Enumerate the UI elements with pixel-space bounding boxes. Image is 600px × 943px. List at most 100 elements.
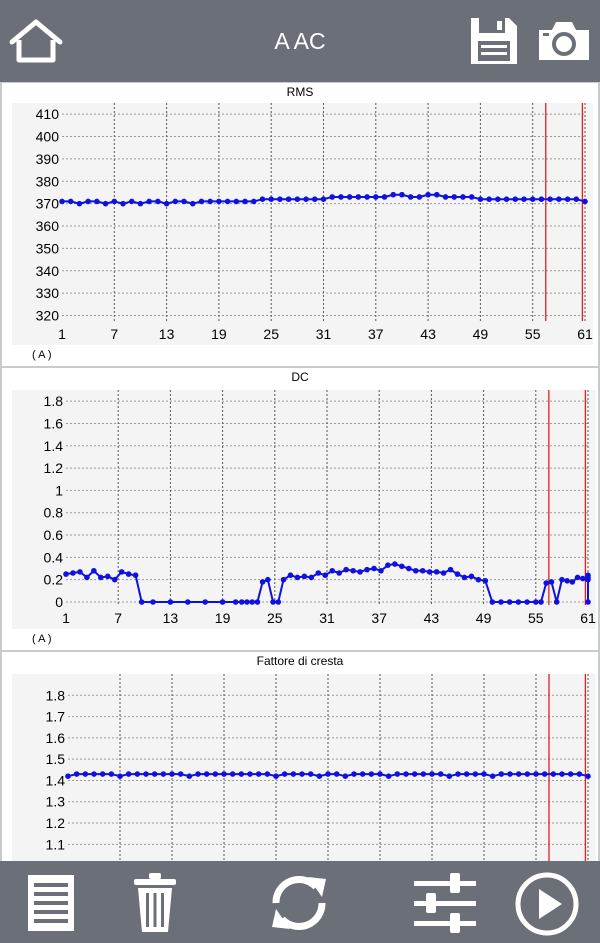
data-point [350, 567, 356, 574]
data-point [125, 571, 132, 577]
data-point [120, 200, 126, 207]
data-point [515, 771, 522, 777]
data-point [290, 771, 297, 777]
data-point [67, 198, 74, 205]
settings-sliders-button[interactable] [412, 871, 478, 935]
data-point [420, 771, 427, 777]
data-point [203, 771, 210, 777]
data-point [385, 773, 392, 779]
y-tick-label: 1 [57, 858, 65, 861]
data-point [316, 773, 323, 779]
data-point [242, 198, 248, 205]
data-point [576, 771, 583, 777]
data-point [59, 198, 65, 205]
data-point [495, 196, 501, 202]
x-tick-label: 55 [525, 326, 541, 342]
data-point [308, 574, 315, 581]
data-point [238, 771, 245, 777]
y-tick-label: 360 [36, 218, 60, 234]
data-point [264, 771, 271, 777]
data-point [134, 771, 141, 777]
y-tick-label: 340 [36, 263, 60, 279]
list-icon [28, 875, 74, 931]
data-point [249, 599, 255, 605]
data-point [111, 576, 118, 583]
data-point [160, 771, 167, 777]
data-point [91, 567, 97, 574]
data-point [73, 771, 80, 777]
data-point [265, 576, 271, 583]
y-tick-label: 1.4 [44, 438, 64, 454]
data-point [137, 200, 144, 207]
data-point [582, 198, 588, 205]
data-point [524, 599, 530, 605]
y-tick-label: 1.8 [46, 687, 66, 703]
data-point [385, 562, 391, 568]
save-button[interactable] [468, 15, 520, 67]
data-point [585, 572, 591, 579]
x-tick-label: 19 [211, 326, 227, 342]
y-tick-label: 1.6 [46, 730, 66, 746]
data-point [111, 198, 118, 205]
dc-chart[interactable]: 0 0.2 0.4 0.6 0.8 1 1.2 1.4 1.6 1.8 1 7 13 19 25 31 37 43… [2, 368, 598, 650]
x-tick-label: 37 [371, 610, 387, 626]
data-point [303, 196, 309, 202]
rms-chart[interactable]: 320 330 340 350 360 370 380 390 400 410 1 7 13 19 25 31… [2, 83, 598, 366]
data-point [378, 567, 384, 574]
data-point [151, 771, 158, 777]
data-point [212, 771, 219, 777]
dc-chart-panel: DC 0 0.2 0.4 0.6 0.8 1 1.2 1.4 1.6 1.8 1 7 13 19 25 31 3… [2, 368, 598, 650]
data-point [65, 773, 71, 779]
data-point [569, 579, 576, 585]
data-point [280, 576, 287, 583]
crest-factor-chart[interactable]: 1 1.1 1.2 1.3 1.4 1.5 1.6 1.7 1.8 [2, 652, 598, 861]
y-tick-label: 400 [36, 129, 60, 145]
data-point [338, 194, 344, 200]
data-point [426, 569, 433, 575]
y-tick-label: 0.4 [44, 549, 64, 565]
data-point [399, 563, 405, 570]
y-tick-label: 0.8 [44, 505, 64, 521]
data-point [412, 567, 419, 574]
data-point [247, 771, 253, 777]
data-point [460, 194, 466, 200]
data-point [489, 599, 496, 605]
data-point [259, 579, 266, 585]
data-point [232, 599, 239, 605]
data-point [553, 599, 560, 605]
refresh-icon [272, 876, 326, 930]
data-point [475, 576, 482, 583]
camera-button[interactable] [536, 18, 592, 64]
data-point [538, 599, 544, 605]
data-point [102, 200, 109, 207]
data-point [255, 771, 262, 777]
data-point [515, 599, 522, 605]
data-point [559, 576, 565, 583]
y-tick-label: 1.3 [46, 794, 66, 810]
data-point [507, 771, 513, 777]
x-tick-label: 7 [114, 610, 122, 626]
data-point [329, 194, 336, 200]
home-button[interactable] [8, 18, 64, 64]
refresh-button[interactable] [264, 869, 334, 937]
data-point [390, 191, 397, 198]
y-tick-label: 1.2 [46, 815, 66, 831]
data-point [125, 771, 132, 777]
delete-button[interactable] [132, 871, 178, 935]
data-point [371, 565, 377, 572]
data-point [216, 198, 222, 205]
play-button[interactable] [514, 871, 580, 937]
data-point [559, 771, 565, 777]
data-point [564, 578, 570, 584]
list-button[interactable] [26, 873, 76, 933]
data-point [301, 573, 308, 580]
data-point [219, 599, 226, 605]
data-point [224, 198, 231, 205]
data-point [195, 771, 201, 777]
data-point [108, 771, 115, 777]
data-point [394, 771, 401, 777]
home-icon [9, 19, 63, 63]
x-tick-label: 61 [577, 326, 593, 342]
data-point [392, 561, 398, 567]
data-point [250, 198, 257, 205]
